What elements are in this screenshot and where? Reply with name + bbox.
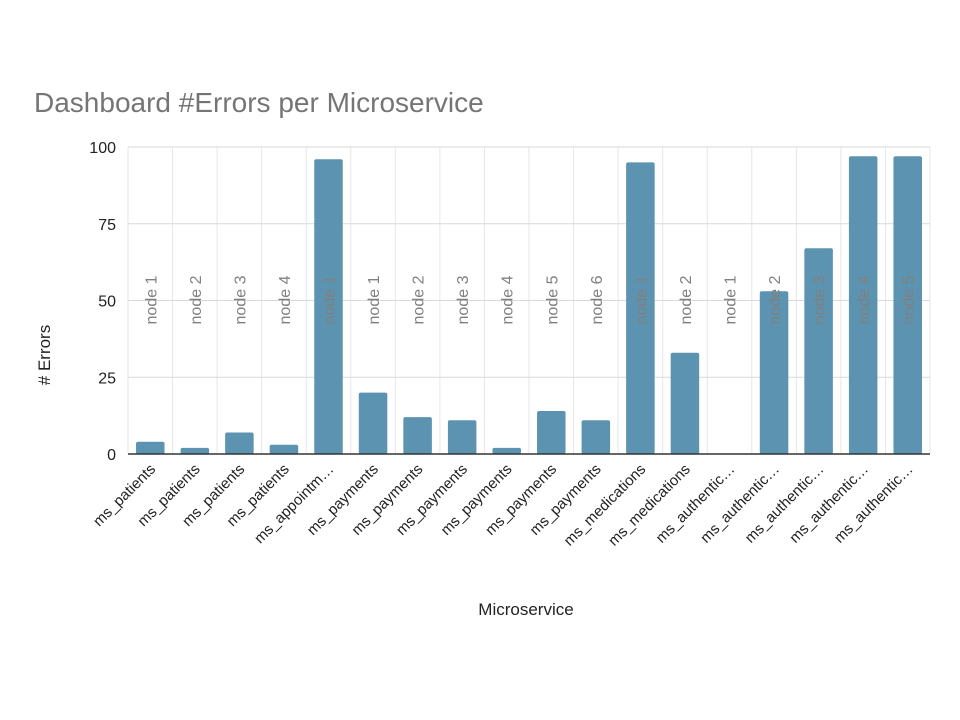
bar-node-label: node 6: [589, 275, 606, 324]
bar: [136, 441, 165, 454]
gridlines: [127, 146, 931, 454]
bar-node-label: node 3: [812, 275, 829, 324]
bar: [537, 411, 566, 454]
bar-node-label: node 3: [232, 275, 249, 324]
bar-node-label: node 1: [143, 275, 160, 324]
y-tick-label: 100: [89, 140, 116, 157]
bar-node-label: node 2: [411, 275, 428, 324]
bar: [358, 392, 388, 454]
bar-node-label: node 4: [277, 275, 294, 324]
bars: [136, 156, 922, 454]
y-tick-label: 25: [98, 370, 116, 387]
bar: [180, 447, 210, 454]
bar: [670, 352, 700, 454]
bar: [225, 432, 254, 454]
bar-node-label: node 3: [455, 275, 472, 324]
y-axis-ticks: 0 25 50 75 100: [89, 140, 116, 464]
bar-node-label: node 1: [633, 275, 650, 324]
bar-node-label: node 4: [500, 275, 517, 324]
bar-node-labels: node 1 node 2 node 3 node 4 node 1 node 1 node…: [143, 275, 917, 324]
y-tick-label: 0: [107, 447, 116, 464]
bar: [848, 156, 878, 454]
bar: [759, 291, 789, 454]
bar-node-label: node 1: [366, 275, 383, 324]
bar: [314, 159, 343, 454]
bar-node-label: node 1: [322, 275, 339, 324]
bar-node-label: node 5: [901, 275, 918, 324]
bar: [269, 444, 299, 454]
y-tick-label: 75: [98, 217, 116, 234]
bar: [893, 156, 922, 454]
bar-node-label: node 1: [723, 275, 740, 324]
bar-node-label: node 5: [544, 275, 561, 324]
bar-node-label: node 2: [678, 275, 695, 324]
x-axis-label: Microservice: [478, 600, 573, 619]
bar: [581, 420, 611, 454]
bar: [804, 248, 833, 454]
bar-node-label: node 2: [188, 275, 205, 324]
y-tick-label: 50: [98, 294, 116, 311]
chart-title: Dashboard #Errors per Microservice: [34, 87, 484, 118]
bar: [447, 420, 477, 454]
bar-node-label: node 2: [767, 275, 784, 324]
bar-node-label: node 4: [856, 275, 873, 324]
bar: [403, 417, 432, 454]
y-axis-label: # Errors: [35, 325, 54, 385]
bar: [626, 162, 655, 454]
bar: [492, 447, 521, 454]
